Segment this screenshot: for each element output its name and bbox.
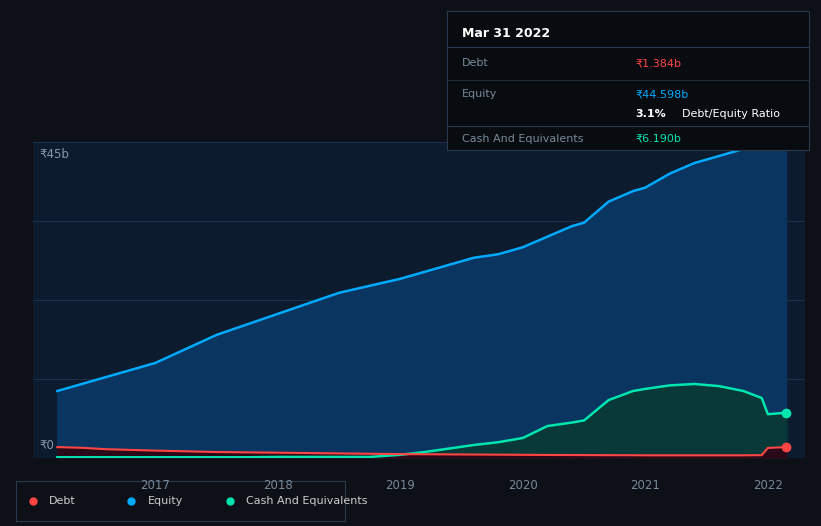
Text: 2021: 2021	[631, 479, 660, 492]
Text: 2018: 2018	[263, 479, 293, 492]
Text: 2020: 2020	[508, 479, 538, 492]
Text: ₹0: ₹0	[39, 439, 54, 452]
Text: 2017: 2017	[140, 479, 170, 492]
Text: Mar 31 2022: Mar 31 2022	[462, 27, 550, 41]
Text: Debt: Debt	[462, 58, 488, 68]
Text: Cash And Equivalents: Cash And Equivalents	[246, 496, 368, 506]
Text: ₹6.190b: ₹6.190b	[635, 134, 681, 144]
Text: ₹1.384b: ₹1.384b	[635, 58, 681, 68]
Text: Equity: Equity	[462, 89, 498, 99]
Text: Cash And Equivalents: Cash And Equivalents	[462, 134, 584, 144]
Text: Debt/Equity Ratio: Debt/Equity Ratio	[682, 109, 780, 119]
Text: 2019: 2019	[385, 479, 415, 492]
Text: 3.1%: 3.1%	[635, 109, 666, 119]
Text: Equity: Equity	[148, 496, 183, 506]
Text: Debt: Debt	[49, 496, 76, 506]
Text: ₹44.598b: ₹44.598b	[635, 89, 689, 99]
Text: ₹45b: ₹45b	[39, 148, 69, 160]
Text: 2022: 2022	[753, 479, 782, 492]
